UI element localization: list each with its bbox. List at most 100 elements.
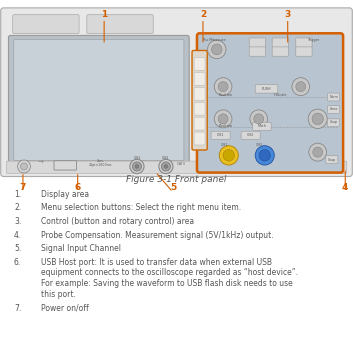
Text: Position: Position <box>218 124 232 127</box>
Text: 1.: 1. <box>14 190 21 199</box>
Circle shape <box>218 114 228 124</box>
FancyBboxPatch shape <box>54 161 77 170</box>
FancyBboxPatch shape <box>249 47 265 56</box>
FancyBboxPatch shape <box>194 87 205 100</box>
Circle shape <box>214 110 232 128</box>
Text: equipment connects to the oscilloscope regarded as “host device”.: equipment connects to the oscilloscope r… <box>41 268 298 277</box>
FancyBboxPatch shape <box>194 72 205 85</box>
Circle shape <box>208 40 226 59</box>
Text: Power on/off: Power on/off <box>41 304 88 313</box>
Circle shape <box>255 146 274 165</box>
Circle shape <box>211 44 222 55</box>
Text: CH2: CH2 <box>256 142 263 147</box>
FancyBboxPatch shape <box>328 93 340 101</box>
Text: 2: 2 <box>200 10 206 19</box>
Text: Trigger: Trigger <box>307 38 319 42</box>
Text: Signal Input Channel: Signal Input Channel <box>41 244 121 253</box>
Text: H-Scale: H-Scale <box>274 93 287 97</box>
Text: 5.: 5. <box>14 244 21 253</box>
Text: 4: 4 <box>342 183 348 193</box>
FancyBboxPatch shape <box>326 156 338 164</box>
Text: Math: Math <box>257 124 267 129</box>
Circle shape <box>218 82 228 92</box>
FancyBboxPatch shape <box>241 131 260 139</box>
Text: 3.: 3. <box>14 217 21 226</box>
Circle shape <box>308 109 327 129</box>
Text: 6.: 6. <box>14 258 21 267</box>
FancyBboxPatch shape <box>272 38 288 47</box>
Circle shape <box>313 147 323 157</box>
FancyBboxPatch shape <box>249 38 265 47</box>
Text: 5: 5 <box>170 183 176 193</box>
FancyBboxPatch shape <box>253 122 271 130</box>
FancyBboxPatch shape <box>8 35 189 165</box>
Text: 6: 6 <box>74 183 81 193</box>
Text: Position: Position <box>218 93 232 97</box>
FancyBboxPatch shape <box>296 47 312 56</box>
Text: 2ms.
20pt×1000ms: 2ms. 20pt×1000ms <box>89 159 112 167</box>
Circle shape <box>219 146 238 165</box>
FancyBboxPatch shape <box>328 119 340 127</box>
Text: Force: Force <box>329 107 338 111</box>
FancyBboxPatch shape <box>14 39 184 160</box>
Text: 7: 7 <box>20 183 26 193</box>
Text: Probe Compensation. Measurement signal (5V/1kHz) output.: Probe Compensation. Measurement signal (… <box>41 231 273 240</box>
Circle shape <box>296 82 306 92</box>
Circle shape <box>130 159 144 174</box>
Text: Menu selection buttons: Select the right menu item.: Menu selection buttons: Select the right… <box>41 203 241 212</box>
Text: USB Host port: It is used to transfer data when external USB: USB Host port: It is used to transfer da… <box>41 258 271 267</box>
FancyBboxPatch shape <box>1 8 352 176</box>
Text: 7.: 7. <box>14 304 21 313</box>
FancyBboxPatch shape <box>328 106 340 113</box>
Circle shape <box>164 165 168 168</box>
Circle shape <box>254 114 264 124</box>
Circle shape <box>161 162 170 171</box>
FancyBboxPatch shape <box>194 132 205 145</box>
Circle shape <box>132 162 142 171</box>
Circle shape <box>135 165 139 168</box>
FancyBboxPatch shape <box>197 33 343 173</box>
Text: 3: 3 <box>285 10 291 19</box>
Text: Control (button and rotary control) area: Control (button and rotary control) area <box>41 217 194 226</box>
Circle shape <box>250 110 268 128</box>
Text: CH2: CH2 <box>247 133 254 137</box>
Circle shape <box>312 113 323 125</box>
Text: Coup: Coup <box>328 158 336 162</box>
FancyBboxPatch shape <box>194 117 205 130</box>
Text: Norm: Norm <box>329 95 338 99</box>
Text: 1: 1 <box>101 10 107 19</box>
Circle shape <box>292 78 310 96</box>
Text: 4.: 4. <box>14 231 21 240</box>
Text: this port.: this port. <box>41 290 76 299</box>
FancyBboxPatch shape <box>6 161 347 173</box>
FancyBboxPatch shape <box>194 58 205 71</box>
FancyBboxPatch shape <box>296 38 312 47</box>
Text: Display area: Display area <box>41 190 89 199</box>
Text: CH1: CH1 <box>217 133 224 137</box>
Text: CAT II: CAT II <box>177 161 185 166</box>
Circle shape <box>18 160 30 173</box>
FancyBboxPatch shape <box>192 50 207 150</box>
Text: Coup: Coup <box>330 120 337 125</box>
Text: PUSH: PUSH <box>262 87 271 91</box>
Text: CH1: CH1 <box>221 142 228 147</box>
FancyBboxPatch shape <box>13 15 79 34</box>
Circle shape <box>309 143 327 161</box>
FancyBboxPatch shape <box>255 84 278 93</box>
FancyBboxPatch shape <box>194 102 205 115</box>
Text: For example: Saving the waveform to USB flash disk needs to use: For example: Saving the waveform to USB … <box>41 279 292 288</box>
FancyBboxPatch shape <box>211 131 230 139</box>
Circle shape <box>159 159 173 174</box>
FancyBboxPatch shape <box>87 15 153 34</box>
Text: CH1: CH1 <box>133 156 140 160</box>
Circle shape <box>20 163 28 170</box>
Text: Figure 3-1 Front panel: Figure 3-1 Front panel <box>126 174 227 184</box>
Circle shape <box>223 150 234 161</box>
FancyBboxPatch shape <box>272 47 288 56</box>
Text: CH2: CH2 <box>162 156 169 160</box>
Text: 2.: 2. <box>14 203 21 212</box>
Circle shape <box>259 150 270 161</box>
Text: Ru Measure: Ru Measure <box>203 38 226 42</box>
Text: →: → <box>38 160 43 166</box>
Circle shape <box>214 78 232 96</box>
